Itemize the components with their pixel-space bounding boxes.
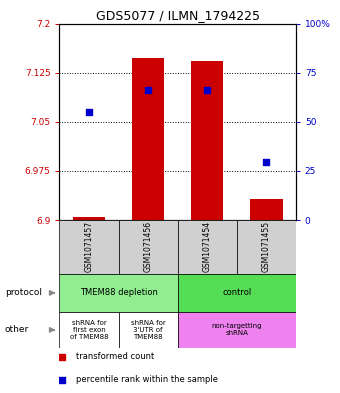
Point xyxy=(146,87,151,94)
Bar xyxy=(59,274,177,312)
Point xyxy=(59,377,65,383)
Point xyxy=(59,354,65,360)
Text: other: other xyxy=(5,325,29,334)
Bar xyxy=(119,312,177,348)
Bar xyxy=(177,312,296,348)
Text: GSM1071457: GSM1071457 xyxy=(85,221,94,272)
Point xyxy=(86,109,92,115)
Bar xyxy=(177,274,296,312)
Text: transformed count: transformed count xyxy=(76,353,154,362)
Text: GSM1071455: GSM1071455 xyxy=(262,221,271,272)
Text: control: control xyxy=(222,288,251,298)
Bar xyxy=(73,217,105,220)
Text: protocol: protocol xyxy=(5,288,42,298)
Text: non-targetting
shRNA: non-targetting shRNA xyxy=(211,323,262,336)
Point xyxy=(264,159,269,165)
Bar xyxy=(59,312,119,348)
Text: shRNA for
first exon
of TMEM88: shRNA for first exon of TMEM88 xyxy=(70,320,108,340)
Bar xyxy=(237,220,296,274)
Text: GSM1071454: GSM1071454 xyxy=(203,221,212,272)
Bar xyxy=(132,58,164,220)
Bar xyxy=(119,220,177,274)
Text: GSM1071456: GSM1071456 xyxy=(143,221,153,272)
Bar xyxy=(250,199,283,220)
Text: TMEM88 depletion: TMEM88 depletion xyxy=(80,288,157,298)
Text: shRNA for
3'UTR of
TMEM88: shRNA for 3'UTR of TMEM88 xyxy=(131,320,166,340)
Bar xyxy=(177,220,237,274)
Text: percentile rank within the sample: percentile rank within the sample xyxy=(76,375,218,384)
Bar xyxy=(191,61,223,220)
Bar xyxy=(59,220,119,274)
Title: GDS5077 / ILMN_1794225: GDS5077 / ILMN_1794225 xyxy=(96,9,260,22)
Point xyxy=(204,87,210,94)
